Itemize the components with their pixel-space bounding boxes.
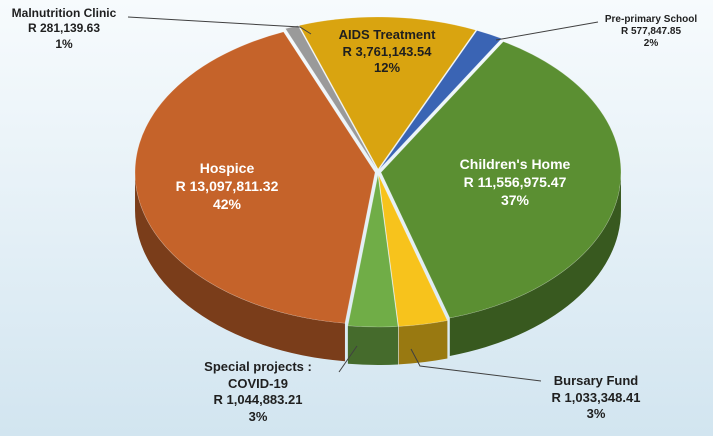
label-special-projects: Special projects : COVID-19 R 1,044,883.…: [178, 359, 338, 426]
leader-line-special-projects: [338, 345, 358, 373]
leader-line-bursary-fund: [410, 348, 542, 382]
label-pre-primary-school: Pre-primary School R 577,847.85 2%: [594, 14, 708, 51]
label-aids-treatment: AIDS Treatment R 3,761,143.54 12%: [324, 27, 450, 77]
slice-name: Children's Home: [459, 156, 571, 172]
slice-percent: 3%: [248, 408, 268, 424]
leader-line-pre-primary-school: [495, 21, 599, 41]
pie-slice-hospice: [134, 31, 376, 324]
pie-slice-malnutrition-clinic: [284, 25, 378, 170]
slice-name: AIDS Treatment: [338, 27, 436, 42]
slice-percent: 1%: [55, 36, 73, 51]
slice-amount: R 1,033,348.41: [551, 389, 641, 405]
label-malnutrition-clinic: Malnutrition Clinic R 281,139.63 1%: [0, 6, 128, 52]
label-bursary-fund: Bursary Fund R 1,033,348.41 3%: [526, 373, 666, 423]
slice-percent: 3%: [586, 406, 606, 422]
slice-amount: R 577,847.85: [620, 26, 682, 38]
label-childrens-home: Children's Home R 11,556,975.47 37%: [430, 156, 600, 210]
pie-wall-special-projects-covid-19: [347, 325, 399, 365]
slice-name-line2: COVID-19: [228, 375, 288, 391]
pie-slice-bursary-fund: [378, 174, 448, 327]
slice-amount: R 1,044,883.21: [213, 392, 303, 408]
slice-percent: 12%: [373, 60, 401, 76]
label-hospice: Hospice R 13,097,811.32 42%: [147, 160, 307, 214]
slice-name: Hospice: [199, 160, 255, 176]
slice-name: Malnutrition Clinic: [11, 6, 117, 20]
leader-line-malnutrition-clinic: [127, 16, 312, 35]
slice-amount: R 13,097,811.32: [175, 177, 279, 194]
slice-amount: R 281,139.63: [27, 21, 101, 36]
pie-slice-children-s-home: [380, 41, 622, 319]
slice-name: Bursary Fund: [553, 373, 639, 388]
pie-wall-bursary-fund: [398, 320, 448, 365]
slice-amount: R 3,761,143.54: [342, 43, 432, 59]
slice-percent: 42%: [212, 195, 242, 212]
slice-name-line1: Special projects :: [204, 359, 312, 374]
pie-wall-hospice: [135, 172, 345, 362]
pie-wall-children-s-home: [449, 172, 621, 356]
slice-name: Pre-primary School: [604, 14, 698, 25]
pie-slice-special-projects-covid-19: [347, 174, 399, 328]
pie-slice-aids-treatment: [298, 16, 477, 170]
slice-amount: R 11,556,975.47: [463, 173, 567, 190]
slice-percent: 2%: [643, 38, 659, 50]
slice-percent: 37%: [500, 191, 530, 208]
